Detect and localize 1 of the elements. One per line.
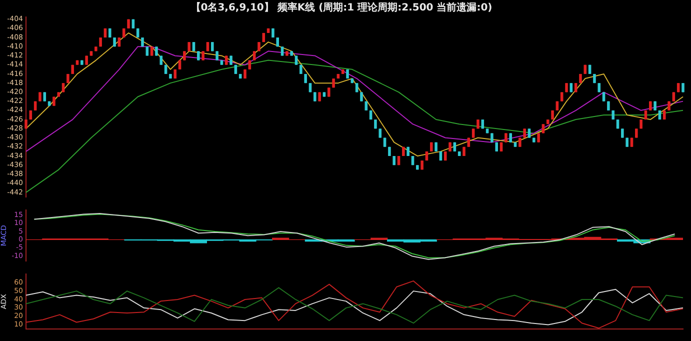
chart-title: 【0名3,6,9,10】 频率K线 (周期:1 理论周期:2.500 当前遗漏:0) <box>190 2 492 14</box>
